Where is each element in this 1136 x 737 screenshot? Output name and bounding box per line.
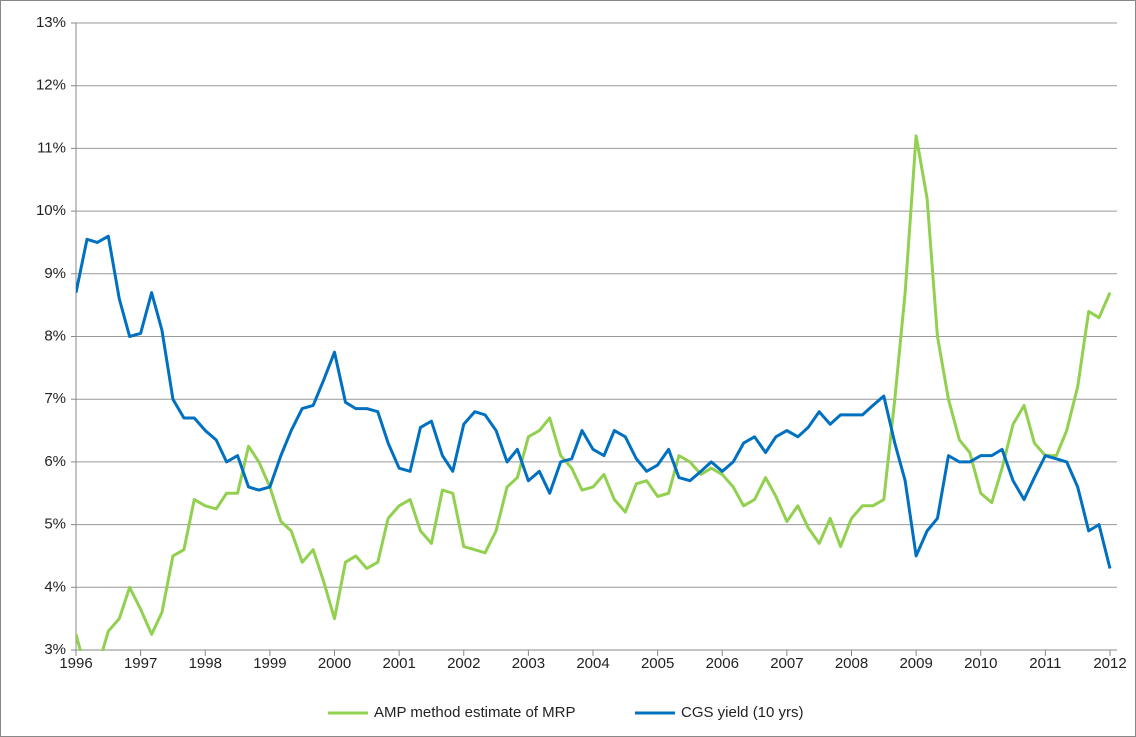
x-tick-label: 2003 — [512, 655, 545, 672]
y-tick-label: 7% — [44, 390, 66, 407]
x-tick-label: 2007 — [770, 655, 803, 672]
x-tick-label: 1997 — [124, 655, 157, 672]
y-tick-label: 4% — [44, 578, 66, 595]
y-tick-label: 12% — [36, 77, 66, 94]
x-tick-label: 2005 — [641, 655, 674, 672]
x-tick-label: 2002 — [447, 655, 480, 672]
x-tick-label: 2006 — [706, 655, 739, 672]
y-tick-label: 10% — [36, 202, 66, 219]
x-tick-label: 1999 — [253, 655, 286, 672]
x-tick-label: 2000 — [318, 655, 351, 672]
series-group — [76, 234, 1112, 569]
x-tick-label: 2012 — [1093, 655, 1126, 672]
x-tick-label: 1998 — [189, 655, 222, 672]
x-tick-label: 2010 — [964, 655, 997, 672]
y-tick-label: 8% — [44, 327, 66, 344]
legend-label: AMP method estimate of MRP — [374, 704, 575, 721]
x-tick-label: 2011 — [1029, 655, 1061, 672]
x-tick-label: 2004 — [576, 655, 609, 672]
x-tick-label: 2009 — [899, 655, 932, 672]
legend-label: CGS yield (10 yrs) — [681, 704, 804, 721]
y-tick-label: 13% — [36, 14, 66, 31]
y-tick-label: 5% — [44, 516, 66, 533]
x-tick-label: 2008 — [835, 655, 868, 672]
y-tick-label: 6% — [44, 453, 66, 470]
x-tick-label: 2001 — [382, 655, 415, 672]
y-tick-label: 3% — [44, 641, 66, 658]
data-line — [76, 134, 1112, 651]
y-tick-label: 9% — [44, 265, 66, 282]
x-tick-label: 1996 — [59, 655, 92, 672]
data-line — [76, 234, 1112, 569]
y-tick-label: 11% — [37, 139, 66, 156]
series-group — [76, 134, 1112, 651]
